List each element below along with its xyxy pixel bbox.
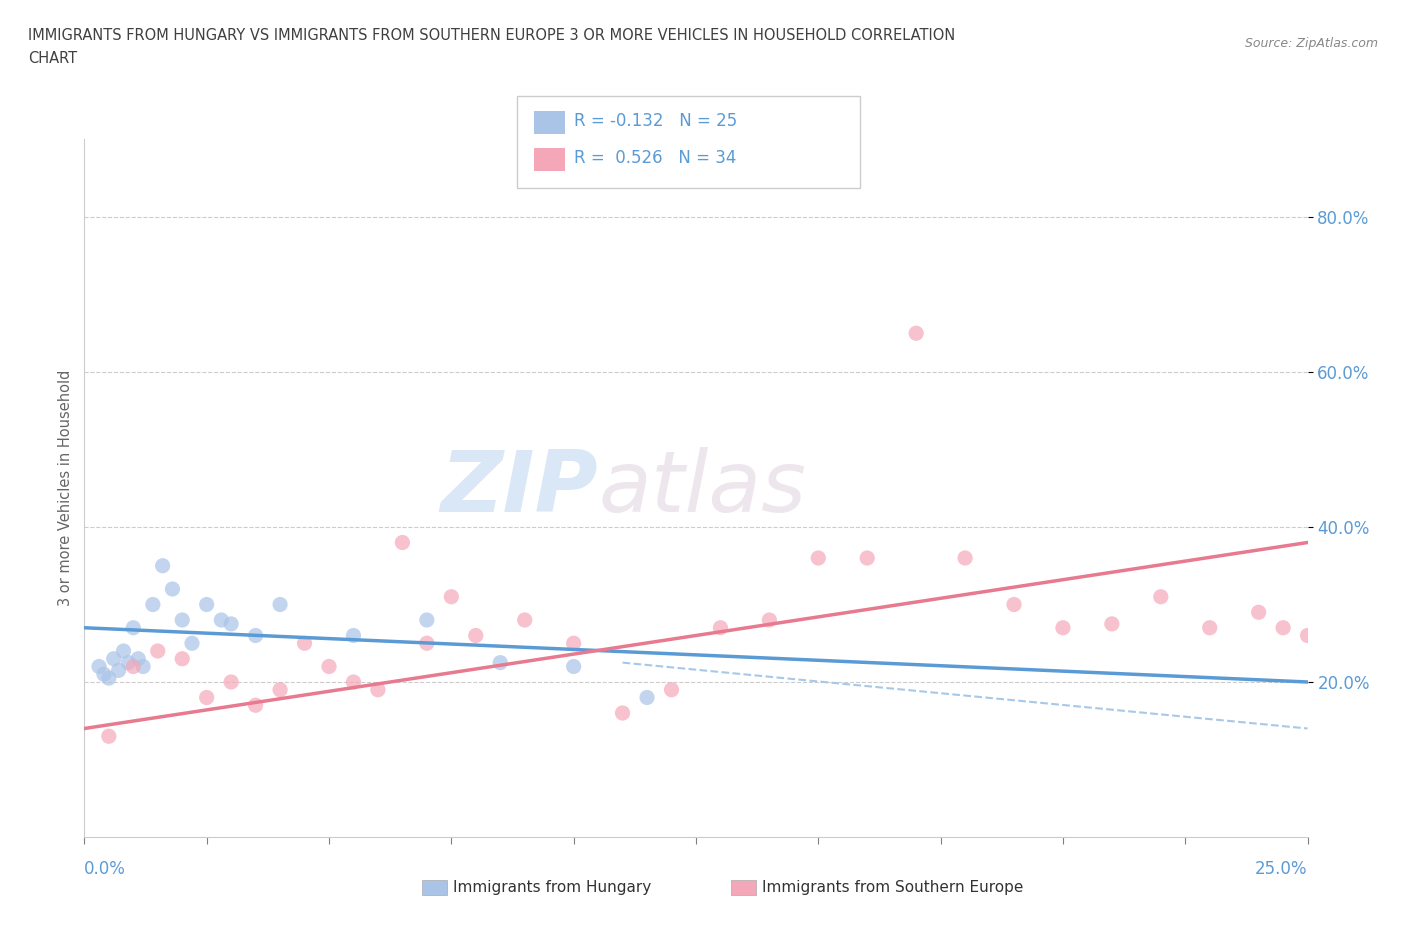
Point [391,535,413,550]
Point [142,597,165,612]
Point [709,620,731,635]
Point [127,651,149,666]
Text: Source: ZipAtlas.com: Source: ZipAtlas.com [1244,37,1378,50]
Text: CHART: CHART [28,51,77,66]
Point [416,636,439,651]
Point [195,690,218,705]
Point [107,663,129,678]
Point [1052,620,1074,635]
Point [953,551,976,565]
Point [1272,620,1295,635]
Point [87,659,110,674]
Point [416,613,439,628]
Text: ZIP: ZIP [440,446,598,530]
Point [612,706,634,721]
Point [181,636,204,651]
Point [117,655,139,670]
Point [103,651,125,666]
Point [245,698,267,712]
Point [905,326,928,340]
Text: Immigrants from Hungary: Immigrants from Hungary [453,880,651,895]
Point [219,674,242,689]
Point [209,613,232,628]
Point [93,667,115,682]
Point [758,613,780,628]
Point [440,590,463,604]
Point [122,659,145,674]
Point [856,551,879,565]
Point [162,581,184,596]
Point [513,613,536,628]
Point [464,628,486,643]
Text: 0.0%: 0.0% [84,860,127,878]
Text: 25.0%: 25.0% [1256,860,1308,878]
Point [172,651,194,666]
Point [97,671,120,685]
Point [562,659,585,674]
Point [367,683,389,698]
Text: IMMIGRANTS FROM HUNGARY VS IMMIGRANTS FROM SOUTHERN EUROPE 3 OR MORE VEHICLES IN: IMMIGRANTS FROM HUNGARY VS IMMIGRANTS FR… [28,28,955,43]
Point [318,659,340,674]
Point [489,655,512,670]
Point [112,644,135,658]
Point [122,620,145,635]
Point [97,729,120,744]
Point [1198,620,1220,635]
Point [269,683,291,698]
Point [152,558,174,573]
Point [245,628,267,643]
Text: R = -0.132   N = 25: R = -0.132 N = 25 [574,112,737,130]
Point [195,597,218,612]
Point [219,617,242,631]
Point [342,674,364,689]
Point [1247,604,1270,619]
Text: Immigrants from Southern Europe: Immigrants from Southern Europe [762,880,1024,895]
Point [132,659,155,674]
Point [1002,597,1025,612]
Text: R =  0.526   N = 34: R = 0.526 N = 34 [574,149,735,167]
Point [342,628,364,643]
Point [1296,628,1319,643]
Text: atlas: atlas [598,446,806,530]
Point [172,613,194,628]
Point [562,636,585,651]
Point [146,644,169,658]
Point [294,636,316,651]
Point [1101,617,1123,631]
Y-axis label: 3 or more Vehicles in Household: 3 or more Vehicles in Household [58,370,73,606]
Point [1150,590,1173,604]
Point [636,690,658,705]
Point [661,683,683,698]
Point [807,551,830,565]
Point [269,597,291,612]
